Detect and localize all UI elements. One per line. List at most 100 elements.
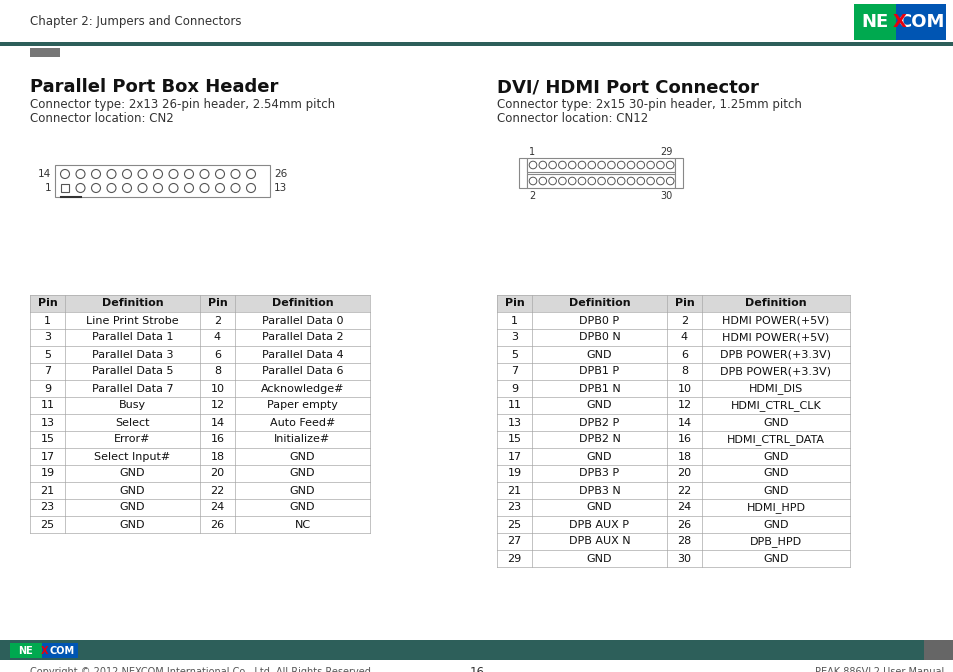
Text: Acknowledge#: Acknowledge# <box>260 384 344 394</box>
Text: Parallel Data 0: Parallel Data 0 <box>261 315 343 325</box>
Bar <box>30 329 370 346</box>
Text: Auto Feed#: Auto Feed# <box>270 417 335 427</box>
Text: GND: GND <box>586 401 612 411</box>
Text: Select Input#: Select Input# <box>94 452 171 462</box>
Bar <box>497 465 849 482</box>
Text: 18: 18 <box>677 452 691 462</box>
Text: 22: 22 <box>677 485 691 495</box>
Text: 25: 25 <box>40 519 54 530</box>
Text: 21: 21 <box>40 485 54 495</box>
Text: 29: 29 <box>659 147 672 157</box>
Text: 20: 20 <box>677 468 691 478</box>
Text: DPB POWER(+3.3V): DPB POWER(+3.3V) <box>720 366 831 376</box>
Text: 24: 24 <box>677 503 691 513</box>
Text: Parallel Data 1: Parallel Data 1 <box>91 333 173 343</box>
Text: 4: 4 <box>680 333 687 343</box>
Text: 8: 8 <box>213 366 221 376</box>
Text: 27: 27 <box>507 536 521 546</box>
Text: Pin: Pin <box>208 298 227 308</box>
Text: 14: 14 <box>677 417 691 427</box>
Bar <box>0 640 953 660</box>
Text: 10: 10 <box>677 384 691 394</box>
Bar <box>30 516 370 533</box>
Text: 8: 8 <box>680 366 687 376</box>
Text: DPB1 N: DPB1 N <box>578 384 619 394</box>
Text: Line Print Strobe: Line Print Strobe <box>86 315 178 325</box>
Bar <box>497 431 849 448</box>
Text: GND: GND <box>586 349 612 360</box>
Text: Parallel Data 2: Parallel Data 2 <box>261 333 343 343</box>
Text: 17: 17 <box>40 452 54 462</box>
Bar <box>497 482 849 499</box>
Text: 9: 9 <box>511 384 517 394</box>
Bar <box>30 397 370 414</box>
Text: 23: 23 <box>40 503 54 513</box>
Bar <box>61 184 69 192</box>
Text: Definition: Definition <box>744 298 806 308</box>
Text: Parallel Data 6: Parallel Data 6 <box>261 366 343 376</box>
Text: 19: 19 <box>40 468 54 478</box>
Bar <box>923 640 953 660</box>
Bar <box>30 482 370 499</box>
Text: 2: 2 <box>529 191 535 201</box>
Text: DPB2 P: DPB2 P <box>578 417 619 427</box>
Bar <box>497 448 849 465</box>
Bar <box>30 295 370 312</box>
Text: Pin: Pin <box>504 298 524 308</box>
Text: DPB AUX P: DPB AUX P <box>569 519 629 530</box>
Text: Initialize#: Initialize# <box>274 435 331 444</box>
Text: Pin: Pin <box>37 298 57 308</box>
Text: 26: 26 <box>677 519 691 530</box>
Text: Error#: Error# <box>114 435 151 444</box>
Text: 26: 26 <box>211 519 224 530</box>
Bar <box>30 465 370 482</box>
Text: 12: 12 <box>211 401 224 411</box>
Text: NC: NC <box>294 519 311 530</box>
Text: 7: 7 <box>511 366 517 376</box>
Bar <box>55 165 270 197</box>
Text: COM: COM <box>897 13 943 31</box>
Text: Chapter 2: Jumpers and Connectors: Chapter 2: Jumpers and Connectors <box>30 15 241 28</box>
Text: GND: GND <box>290 503 314 513</box>
Text: 6: 6 <box>680 349 687 360</box>
Text: 13: 13 <box>507 417 521 427</box>
Bar <box>30 414 370 431</box>
Text: 4: 4 <box>213 333 221 343</box>
Bar <box>497 533 849 550</box>
Text: Copyright © 2012 NEXCOM International Co., Ltd. All Rights Reserved.: Copyright © 2012 NEXCOM International Co… <box>30 667 374 672</box>
Text: GND: GND <box>762 519 788 530</box>
Bar <box>497 329 849 346</box>
Text: 22: 22 <box>211 485 224 495</box>
Text: Parallel Data 5: Parallel Data 5 <box>91 366 173 376</box>
Text: Parallel Data 3: Parallel Data 3 <box>91 349 173 360</box>
Bar <box>30 431 370 448</box>
Text: NE: NE <box>861 13 887 31</box>
Text: DPB2 N: DPB2 N <box>578 435 619 444</box>
Bar <box>497 346 849 363</box>
Bar <box>30 380 370 397</box>
Text: DPB AUX N: DPB AUX N <box>568 536 630 546</box>
Text: 2: 2 <box>680 315 687 325</box>
Text: Pin: Pin <box>674 298 694 308</box>
Text: GND: GND <box>120 485 145 495</box>
Text: COM: COM <box>50 646 74 655</box>
Bar <box>497 516 849 533</box>
Text: DVI/ HDMI Port Connector: DVI/ HDMI Port Connector <box>497 78 758 96</box>
Text: 18: 18 <box>211 452 224 462</box>
Text: 16: 16 <box>469 665 484 672</box>
Text: Connector location: CN2: Connector location: CN2 <box>30 112 173 125</box>
Bar <box>497 550 849 567</box>
Text: PEAK 886VL2 User Manual: PEAK 886VL2 User Manual <box>814 667 943 672</box>
Text: DPB0 N: DPB0 N <box>578 333 619 343</box>
Text: HDMI_CTRL_CLK: HDMI_CTRL_CLK <box>730 400 821 411</box>
Text: 6: 6 <box>213 349 221 360</box>
Text: GND: GND <box>762 452 788 462</box>
Text: NE: NE <box>19 646 33 655</box>
Text: 5: 5 <box>44 349 51 360</box>
Bar <box>497 363 849 380</box>
Bar <box>497 499 849 516</box>
Text: Connector type: 2x13 26-pin header, 2.54mm pitch: Connector type: 2x13 26-pin header, 2.54… <box>30 98 335 111</box>
Text: HDMI_HPD: HDMI_HPD <box>745 502 804 513</box>
Text: GND: GND <box>586 503 612 513</box>
Text: 10: 10 <box>211 384 224 394</box>
